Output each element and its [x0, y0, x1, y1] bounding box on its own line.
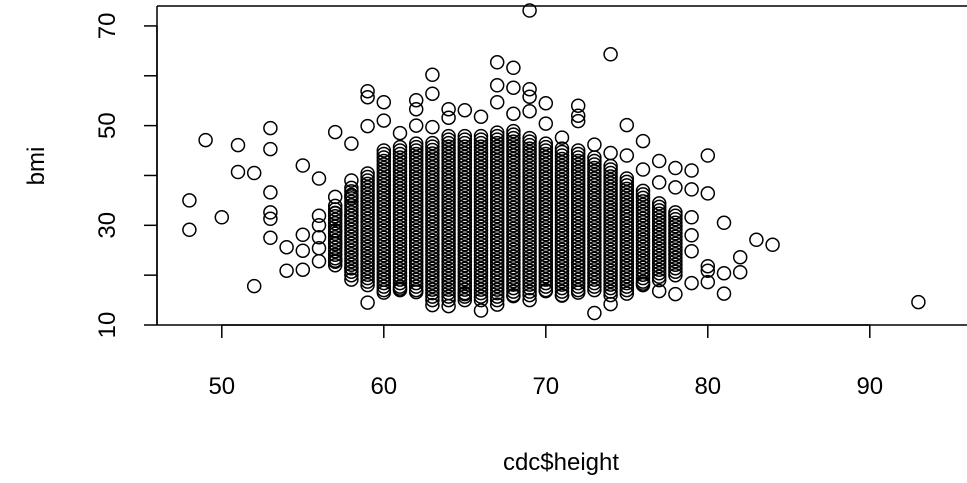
- x-tick-label: 70: [532, 373, 559, 400]
- data-point: [280, 241, 293, 254]
- data-point: [588, 138, 601, 151]
- data-point: [248, 280, 261, 293]
- data-point: [604, 298, 617, 311]
- data-point: [637, 163, 650, 176]
- data-point: [523, 90, 536, 103]
- data-point: [329, 190, 342, 203]
- data-point: [183, 194, 196, 207]
- data-point: [620, 119, 633, 132]
- data-point: [701, 149, 714, 162]
- y-axis: 10 30 50 70: [94, 13, 157, 339]
- data-point: [296, 244, 309, 257]
- data-point: [264, 231, 277, 244]
- data-point: [685, 183, 698, 196]
- data-point: [232, 139, 245, 152]
- x-axis-title: cdc$height: [503, 449, 619, 476]
- data-point: [475, 110, 488, 123]
- data-point: [329, 126, 342, 139]
- data-point: [313, 172, 326, 185]
- data-point: [377, 114, 390, 127]
- data-points: [183, 4, 925, 320]
- data-point: [377, 96, 390, 109]
- data-point: [345, 137, 358, 150]
- data-point: [458, 104, 471, 117]
- data-point: [604, 147, 617, 160]
- data-point: [491, 79, 504, 92]
- data-point: [410, 119, 423, 132]
- data-point: [426, 121, 439, 134]
- data-point: [507, 81, 520, 94]
- data-point: [523, 83, 536, 96]
- x-axis: 50 60 70 80 90: [208, 325, 883, 400]
- y-tick-label: 50: [94, 112, 121, 139]
- data-point: [491, 96, 504, 109]
- data-point: [264, 143, 277, 156]
- data-point: [361, 120, 374, 133]
- data-point: [701, 187, 714, 200]
- data-point: [232, 166, 245, 179]
- y-tick-label: 10: [94, 312, 121, 339]
- data-point: [669, 181, 682, 194]
- data-point: [620, 149, 633, 162]
- data-point: [539, 97, 552, 110]
- data-point: [523, 105, 536, 118]
- data-point: [313, 255, 326, 268]
- data-point: [394, 127, 407, 140]
- data-point: [685, 211, 698, 224]
- data-point: [296, 263, 309, 276]
- data-point: [491, 56, 504, 69]
- data-point: [426, 87, 439, 100]
- data-point: [685, 245, 698, 258]
- data-point: [361, 296, 374, 309]
- data-point: [215, 211, 228, 224]
- y-axis-title: bmi: [23, 147, 50, 186]
- data-point: [669, 162, 682, 175]
- data-point: [296, 159, 309, 172]
- data-point: [734, 266, 747, 279]
- data-point: [539, 117, 552, 130]
- x-tick-label: 50: [208, 373, 235, 400]
- data-point: [685, 277, 698, 290]
- data-point: [264, 122, 277, 135]
- x-tick-label: 80: [694, 373, 721, 400]
- x-tick-label: 90: [856, 373, 883, 400]
- data-point: [685, 229, 698, 242]
- data-point: [637, 135, 650, 148]
- data-point: [199, 134, 212, 147]
- data-point: [588, 307, 601, 320]
- data-point: [280, 264, 293, 277]
- data-point: [507, 61, 520, 74]
- data-point: [653, 176, 666, 189]
- x-tick-label: 60: [370, 373, 397, 400]
- data-point: [766, 238, 779, 251]
- data-point: [248, 167, 261, 180]
- data-point: [912, 296, 925, 309]
- data-point: [426, 68, 439, 81]
- data-point: [264, 186, 277, 199]
- data-point: [669, 288, 682, 301]
- data-point: [296, 228, 309, 241]
- data-point: [313, 219, 326, 232]
- y-tick-label: 70: [94, 13, 121, 40]
- data-point: [410, 103, 423, 116]
- data-point: [653, 155, 666, 168]
- data-point: [718, 287, 731, 300]
- data-point: [734, 251, 747, 264]
- y-tick-label: 30: [94, 212, 121, 239]
- data-point: [718, 267, 731, 280]
- data-point: [750, 233, 763, 246]
- data-point: [442, 111, 455, 124]
- data-point: [718, 216, 731, 229]
- data-point: [183, 223, 196, 236]
- data-point: [604, 48, 617, 61]
- data-point: [685, 164, 698, 177]
- data-point: [507, 107, 520, 120]
